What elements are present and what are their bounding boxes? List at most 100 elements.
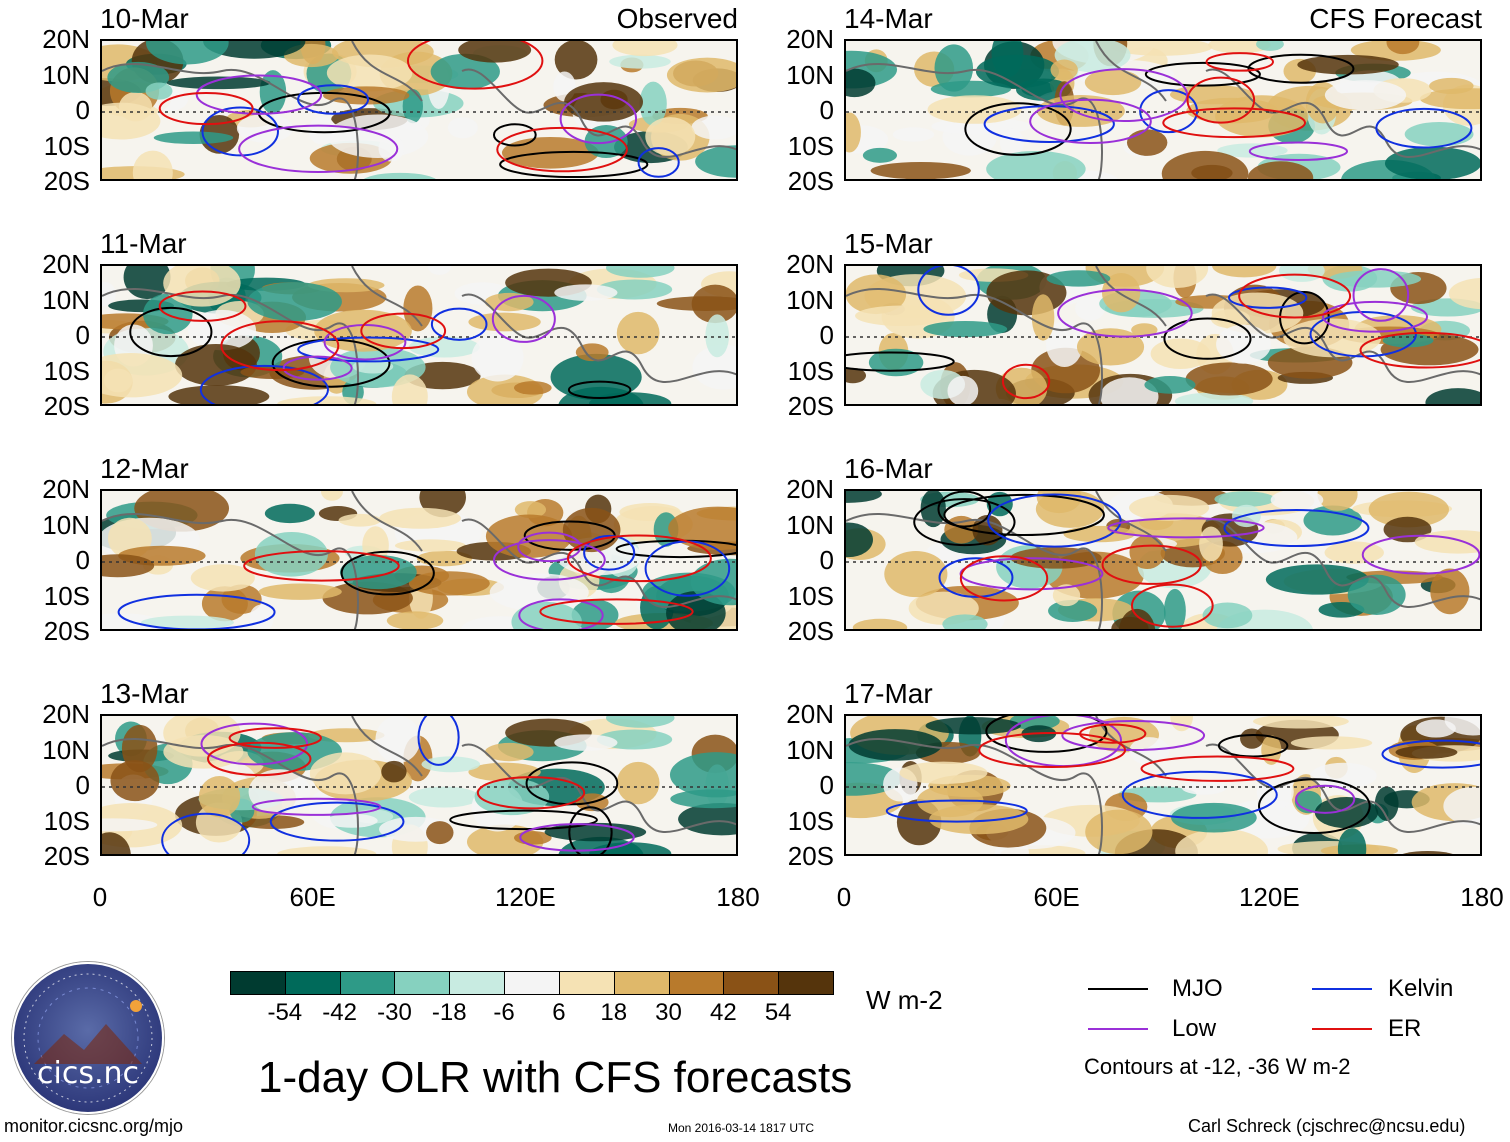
low-contour xyxy=(1107,517,1265,539)
olr-anomaly-blob xyxy=(1297,54,1399,75)
lat-tick-label: 0 xyxy=(75,545,90,575)
colorbar-swatch xyxy=(284,971,341,995)
olr-anomaly-blob xyxy=(1310,762,1377,789)
olr-anomaly-blob xyxy=(254,531,328,577)
lat-tick-label: 20S xyxy=(43,616,90,646)
mjo-contour xyxy=(257,91,391,134)
low-contour xyxy=(282,355,353,381)
panel-date-label: 15-Mar xyxy=(844,228,933,259)
olr-anomaly-blob xyxy=(1101,272,1141,313)
olr-anomaly-blob xyxy=(1303,505,1363,536)
olr-anomaly-blob xyxy=(1404,121,1474,147)
olr-anomaly-blob xyxy=(846,367,867,384)
panel-date-label: 11-Mar xyxy=(100,228,187,259)
olr-anomaly-blob xyxy=(395,539,466,552)
colorbar-swatch xyxy=(449,971,506,995)
olr-anomaly-blob xyxy=(309,752,382,795)
kelvin-contour xyxy=(297,84,370,115)
olr-anomaly-blob xyxy=(511,601,582,629)
olr-anomaly-blob xyxy=(1386,41,1420,55)
olr-anomaly-blob xyxy=(1074,296,1106,321)
olr-anomaly-blob xyxy=(338,513,382,527)
colorbar-tick-label: 18 xyxy=(600,999,628,1026)
kelvin-contour xyxy=(201,106,279,157)
olr-anomaly-blob xyxy=(927,95,1022,124)
lat-tick-label: 10S xyxy=(787,805,834,836)
olr-anomaly-blob xyxy=(609,54,671,69)
olr-anomaly-blob xyxy=(408,571,490,596)
olr-anomaly-blob xyxy=(678,802,736,836)
olr-map xyxy=(846,41,1480,179)
olr-anomaly-blob xyxy=(221,584,262,614)
low-contour xyxy=(517,531,582,563)
olr-anomaly-blob xyxy=(920,491,946,528)
kelvin-contour xyxy=(1375,107,1473,149)
olr-anomaly-blob xyxy=(426,821,454,845)
olr-anomaly-blob xyxy=(846,112,861,153)
kelvin-contour xyxy=(269,801,405,842)
low-contour xyxy=(959,557,1104,591)
olr-anomaly-blob xyxy=(308,116,336,145)
olr-anomaly-blob xyxy=(1448,278,1480,310)
olr-anomaly-blob xyxy=(1129,494,1210,521)
olr-anomaly-blob xyxy=(1395,745,1458,759)
olr-anomaly-blob xyxy=(616,311,660,355)
olr-anomaly-blob xyxy=(1031,294,1055,341)
olr-anomaly-blob xyxy=(1290,736,1373,750)
lat-tick-label: 0 xyxy=(819,320,834,350)
coastline xyxy=(102,41,736,179)
lat-tick-label: 10N xyxy=(42,59,90,90)
olr-anomaly-blob xyxy=(1084,69,1142,96)
colorbar-tick-label: -54 xyxy=(267,999,303,1026)
olr-anomaly-blob xyxy=(1247,161,1314,179)
lat-tick-label: 20S xyxy=(787,166,834,196)
mjo-contour xyxy=(937,491,992,528)
olr-anomaly-blob xyxy=(554,284,618,301)
olr-anomaly-blob xyxy=(391,374,428,404)
olr-anomaly-blob xyxy=(1085,809,1153,854)
olr-anomaly-blob xyxy=(852,618,908,629)
olr-anomaly-blob xyxy=(1146,266,1209,288)
olr-map xyxy=(102,491,736,629)
olr-anomaly-blob xyxy=(1046,270,1111,287)
olr-anomaly-blob xyxy=(1415,719,1456,738)
olr-anomaly-blob xyxy=(102,832,131,854)
olr-anomaly-blob xyxy=(639,81,667,126)
olr-anomaly-blob xyxy=(848,729,942,761)
low-contour xyxy=(1061,719,1206,751)
colorbar-tick-label: 54 xyxy=(764,999,792,1026)
low-contour xyxy=(200,722,309,766)
er-contour xyxy=(243,550,400,582)
lat-tick-label: 0 xyxy=(75,95,90,125)
low-contour xyxy=(195,74,323,115)
er-contour xyxy=(158,91,254,126)
kelvin-contour xyxy=(987,493,1122,548)
olr-anomaly-blob xyxy=(1256,41,1284,51)
olr-anomaly-blob xyxy=(1443,786,1480,826)
lat-tick-label: 20S xyxy=(787,616,834,646)
olr-map xyxy=(102,41,736,179)
er-contour xyxy=(1238,273,1352,319)
olr-anomaly-blob xyxy=(381,760,407,783)
olr-anomaly-blob xyxy=(264,503,315,524)
footer-credit: Carl Schreck (cjschrec@ncsu.edu) xyxy=(1188,1116,1466,1136)
legend-mjo-label: MJO xyxy=(1172,975,1223,1002)
olr-anomaly-blob xyxy=(102,281,116,307)
lat-tick-label: 10N xyxy=(786,509,834,540)
mjo-contour xyxy=(1258,778,1371,834)
kelvin-contour xyxy=(297,336,440,363)
lat-tick-label: 20S xyxy=(43,391,90,421)
olr-anomaly-blob xyxy=(326,54,413,92)
legend-kelvin-label: Kelvin xyxy=(1388,975,1454,1002)
colorbar-tick-label: -6 xyxy=(493,999,515,1026)
olr-anomaly-blob xyxy=(1212,266,1277,278)
lat-tick-label: 20N xyxy=(42,24,90,54)
olr-anomaly-blob xyxy=(846,68,876,98)
forecast-label: CFS Forecast xyxy=(1309,3,1482,34)
olr-anomaly-blob xyxy=(363,172,436,179)
observed-panel xyxy=(100,489,738,631)
er-contour xyxy=(1205,52,1274,72)
footer-url[interactable]: monitor.cicsnc.org/mjo xyxy=(4,1116,184,1136)
observed-panel xyxy=(100,714,738,856)
olr-anomaly-blob xyxy=(1144,376,1196,394)
